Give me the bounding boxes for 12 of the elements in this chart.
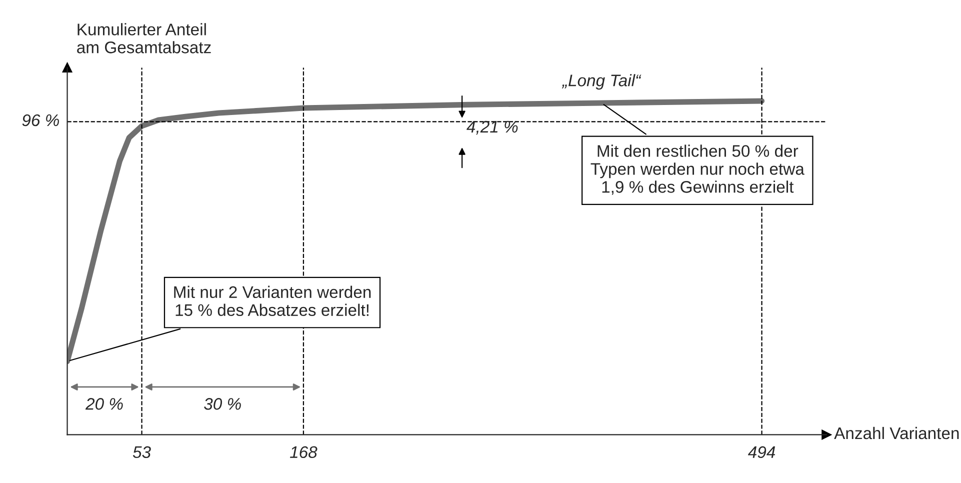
annotation: Mit den restlichen 50 % der Typen werden nur noch etwa 1,9 % des Gewinns erzielt bbox=[590, 144, 804, 195]
annotation: 20 % bbox=[85, 398, 123, 410]
x-tick-label: 494 bbox=[748, 446, 776, 458]
annotation: 30 % bbox=[204, 398, 241, 410]
x-tick-label: 168 bbox=[290, 446, 318, 458]
text: 96 % bbox=[22, 114, 59, 126]
annotation: Mit nur 2 Varianten werden 15 % des Absatzes erzielt! bbox=[174, 286, 371, 316]
annotation: „Long Tail“ bbox=[562, 74, 642, 90]
y-axis-title: Kumulierter Anteil am Gesamtabsatz bbox=[77, 23, 211, 54]
x-tick-label: 53 bbox=[132, 446, 151, 458]
x-axis-title: Anzahl Varianten bbox=[834, 426, 959, 440]
annotation: 4,21 % bbox=[466, 120, 518, 135]
